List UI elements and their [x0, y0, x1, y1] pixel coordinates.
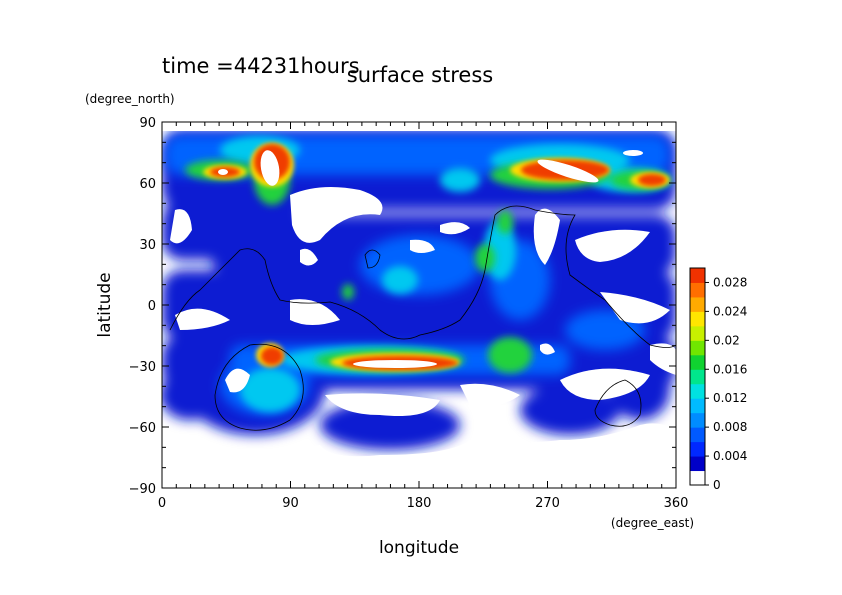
colorbar-frame	[689, 267, 706, 486]
x-tick-label: 270	[535, 496, 560, 511]
colorbar-swatch	[690, 354, 705, 370]
x-axis-units: (degree_east)	[611, 516, 694, 530]
x-tick-label: 0	[158, 496, 166, 511]
colorbar-swatch	[690, 412, 705, 428]
y-axis: 90 60 30 0 −30 −60 −90	[129, 116, 676, 497]
colorbar-swatch	[690, 282, 705, 298]
time-label: time =44231hours	[162, 54, 360, 78]
y-tick-label: −60	[129, 421, 156, 436]
colorbar-label: 0.016	[713, 362, 747, 376]
x-axis: 0 90 180 270 360	[158, 122, 689, 511]
y-axis-label: latitude	[95, 272, 115, 337]
y-tick-label: 0	[148, 299, 156, 314]
colorbar-swatch	[690, 340, 705, 356]
colorbar-swatch	[690, 268, 705, 283]
y-tick-label: −30	[129, 360, 156, 375]
x-tick-label: 90	[282, 496, 299, 511]
y-tick-label: −90	[129, 482, 156, 497]
colorbar-label: 0.028	[713, 275, 747, 289]
colorbar-label: 0.024	[713, 304, 747, 318]
colorbar-swatch	[690, 427, 705, 443]
colorbar-swatch	[690, 398, 705, 414]
y-axis-units: (degree_north)	[85, 92, 175, 106]
colorbar-swatch	[690, 325, 705, 341]
colorbar: 0.028 0.024 0.02 0.016 0.012 0.008 0.004 0	[689, 267, 747, 492]
colorbar-label: 0.008	[713, 420, 747, 434]
colorbar-swatch	[690, 441, 705, 457]
colorbar-swatch	[690, 470, 705, 486]
colorbar-label: 0.012	[713, 391, 747, 405]
colorbar-swatch	[690, 456, 705, 472]
heatmap-field	[162, 122, 676, 488]
x-tick-label: 360	[664, 496, 689, 511]
colorbar-swatch	[690, 369, 705, 385]
chart-title: surface stress	[347, 63, 493, 87]
y-tick-label: 90	[139, 116, 156, 131]
colorbar-swatch	[690, 296, 705, 312]
colorbar-label: 0.02	[713, 333, 740, 347]
y-tick-label: 60	[139, 177, 156, 192]
x-axis-label: longitude	[379, 538, 459, 558]
colorbar-label: 0	[713, 478, 721, 492]
x-tick-label: 180	[407, 496, 432, 511]
colorbar-swatch	[690, 383, 705, 399]
y-tick-label: 30	[139, 238, 156, 253]
continent-outlines	[169, 205, 676, 431]
colorbar-swatch	[690, 311, 705, 327]
colorbar-label: 0.004	[713, 449, 747, 463]
